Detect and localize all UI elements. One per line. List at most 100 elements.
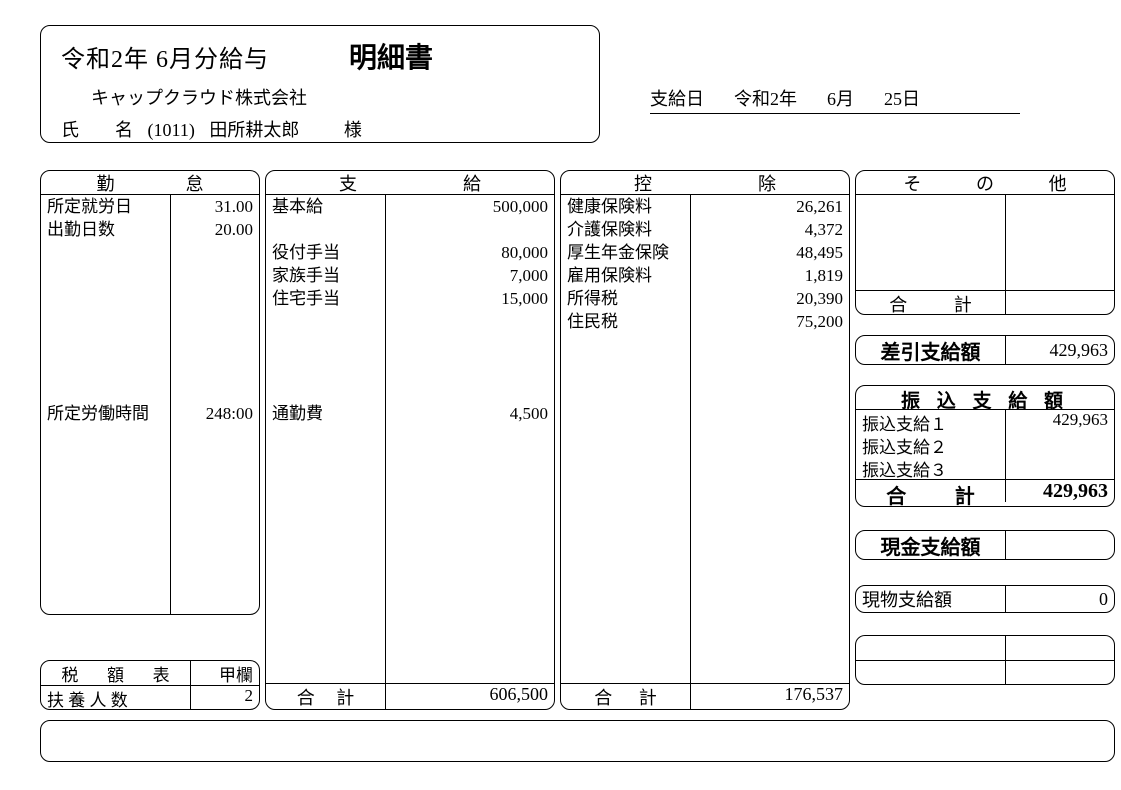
row-value — [386, 356, 554, 379]
pay-date-line: 支給日 令和2年 6月 25日 — [650, 85, 1020, 114]
bank-title: 振 込 支 給 額 — [856, 386, 1114, 410]
attendance-header-l: 勤 — [97, 170, 115, 196]
footer-box — [40, 720, 1115, 762]
other-total-label-l: 合 — [889, 291, 907, 314]
row-value — [386, 379, 554, 402]
row-value — [171, 241, 259, 264]
bank-total-value: 429,963 — [1006, 480, 1114, 502]
row-label — [41, 356, 170, 379]
row-value — [171, 287, 259, 310]
deduction-total-label-l: 合 — [594, 684, 612, 709]
netpay-box: 差引支給額 429,963 — [855, 335, 1115, 365]
inkind-label: 現物支給額 — [856, 586, 1006, 612]
pay-day: 25日 — [884, 85, 920, 111]
payment-total-value: 606,500 — [386, 684, 554, 709]
row-label — [266, 356, 385, 379]
taxtable-label-r: 表 — [153, 661, 170, 685]
bank-row-value — [1006, 433, 1114, 456]
attendance-header-r: 怠 — [186, 170, 204, 196]
pay-date-label: 支給日 — [650, 85, 704, 111]
inkind-value: 0 — [1006, 586, 1114, 612]
dependents-label: 扶 養 人 数 — [47, 686, 128, 709]
other-header-m: の — [976, 170, 994, 196]
row-value: 500,000 — [386, 195, 554, 218]
deduction-total-row: 合 計 176,537 — [561, 683, 849, 709]
blank-box — [855, 635, 1115, 685]
row-value: 1,819 — [691, 264, 849, 287]
row-label — [41, 264, 170, 287]
payment-total-row: 合 計 606,500 — [266, 683, 554, 709]
other-panel: そ の 他 合 計 — [855, 170, 1115, 315]
row-value: 75,200 — [691, 310, 849, 333]
pay-period: 令和2年 6月分給与 — [61, 39, 269, 74]
honorific: 様 — [344, 120, 362, 140]
row-label: 家族手当 — [266, 264, 385, 287]
row-value — [386, 218, 554, 241]
employee-name: 田所耕太郎 — [209, 120, 299, 140]
row-label — [266, 333, 385, 356]
row-value — [171, 356, 259, 379]
row-label: 所定就労日 — [41, 195, 170, 218]
cash-label: 現金支給額 — [856, 531, 1006, 559]
row-value: 248:00 — [171, 402, 259, 425]
bank-row-label: 振込支給１ — [856, 410, 1006, 433]
row-label: 出勤日数 — [41, 218, 170, 241]
deduction-header-r: 除 — [758, 170, 776, 196]
row-label — [41, 287, 170, 310]
row-label: 通勤費 — [266, 402, 385, 425]
deduction-panel: 控 除 健康保険料介護保険料厚生年金保険雇用保険料所得税住民税 26,2614,… — [560, 170, 850, 710]
row-value: 80,000 — [386, 241, 554, 264]
pay-era-year: 令和2年 — [734, 85, 797, 111]
row-value — [386, 310, 554, 333]
bank-panel: 振 込 支 給 額 振込支給１429,963振込支給２振込支給３ 合 計 429… — [855, 385, 1115, 507]
row-label — [41, 333, 170, 356]
name-label: 氏 名 — [61, 120, 133, 140]
payment-total-label-l: 合 — [297, 684, 315, 709]
row-value: 4,500 — [386, 402, 554, 425]
cash-value — [1006, 531, 1114, 559]
row-value — [171, 264, 259, 287]
row-value — [171, 379, 259, 402]
bank-total-row: 合 計 429,963 — [856, 479, 1114, 502]
employee-line: 氏 名 (1011) 田所耕太郎 様 — [61, 116, 579, 142]
attendance-panel: 勤 怠 所定就労日出勤日数所定労働時間 31.0020.00248:00 — [40, 170, 260, 615]
payment-total-label-r: 計 — [336, 684, 354, 709]
row-label — [41, 379, 170, 402]
taxtable-label-m: 額 — [107, 661, 124, 685]
row-value: 20,390 — [691, 287, 849, 310]
row-label: 厚生年金保険 — [561, 241, 690, 264]
row-label: 介護保険料 — [561, 218, 690, 241]
row-value: 31.00 — [171, 195, 259, 218]
other-total-label-r: 計 — [954, 291, 972, 314]
bank-row-label: 振込支給３ — [856, 456, 1006, 479]
other-header-l: そ — [903, 170, 921, 196]
netpay-label: 差引支給額 — [856, 336, 1006, 364]
cash-box: 現金支給額 — [855, 530, 1115, 560]
row-label — [266, 218, 385, 241]
bank-row-value: 429,963 — [1006, 410, 1114, 433]
row-value: 48,495 — [691, 241, 849, 264]
row-label — [41, 310, 170, 333]
bank-row: 振込支給１429,963 — [856, 410, 1114, 433]
row-value — [386, 333, 554, 356]
payment-header-r: 給 — [463, 170, 481, 196]
row-value: 7,000 — [386, 264, 554, 287]
payment-header-l: 支 — [339, 170, 357, 196]
bank-total-label-l: 合 — [886, 480, 906, 502]
row-value: 15,000 — [386, 287, 554, 310]
row-label: 住宅手当 — [266, 287, 385, 310]
other-total-row: 合 計 — [856, 290, 1114, 314]
employee-id: (1011) — [148, 120, 195, 140]
row-label — [266, 310, 385, 333]
row-label: 所得税 — [561, 287, 690, 310]
bank-row: 振込支給３ — [856, 456, 1114, 479]
taxtable-value-1: 甲欄 — [191, 661, 259, 685]
deduction-total-label-r: 計 — [639, 684, 657, 709]
row-label: 役付手当 — [266, 241, 385, 264]
company-name: キャップクラウド株式会社 — [91, 84, 579, 110]
row-value: 26,261 — [691, 195, 849, 218]
payment-panel: 支 給 基本給役付手当家族手当住宅手当通勤費 500,00080,0007,00… — [265, 170, 555, 710]
taxtable-label-l: 税 — [61, 661, 78, 685]
deduction-header-l: 控 — [634, 170, 652, 196]
row-value — [171, 310, 259, 333]
